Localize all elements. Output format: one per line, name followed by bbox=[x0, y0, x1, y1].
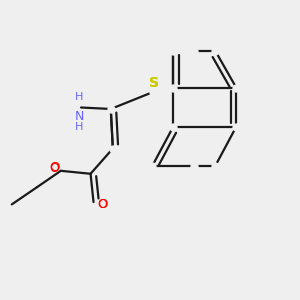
Text: H: H bbox=[75, 122, 84, 132]
Text: O: O bbox=[98, 199, 107, 212]
Text: O: O bbox=[50, 162, 59, 175]
Text: O: O bbox=[49, 161, 59, 174]
Text: N: N bbox=[75, 110, 84, 123]
Text: H: H bbox=[75, 92, 84, 102]
Text: O: O bbox=[97, 198, 108, 211]
Text: S: S bbox=[149, 76, 160, 90]
Text: S: S bbox=[149, 76, 160, 89]
